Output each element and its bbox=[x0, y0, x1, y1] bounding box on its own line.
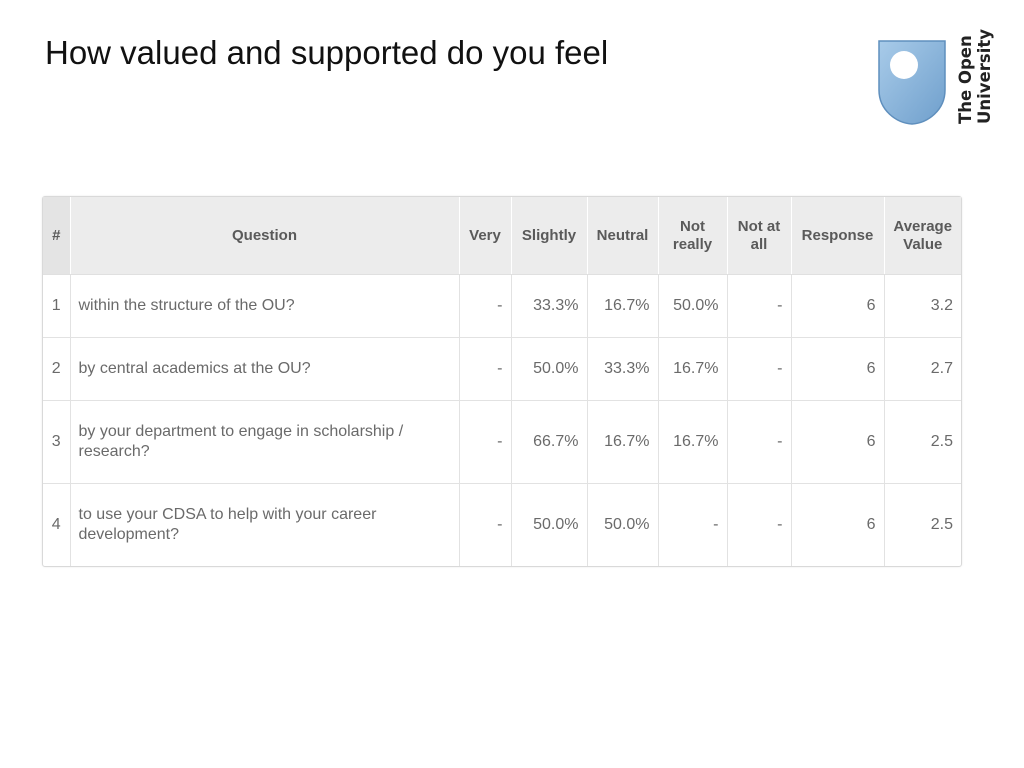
row-not-at-all: - bbox=[727, 274, 792, 338]
header-neutral: Neutral bbox=[587, 197, 659, 275]
row-response: 6 bbox=[791, 400, 885, 484]
row-neutral: 33.3% bbox=[587, 337, 659, 401]
row-very: - bbox=[459, 400, 512, 484]
row-slightly: 50.0% bbox=[511, 337, 588, 401]
header-not-at-all-line2: all bbox=[750, 235, 768, 253]
row-not-at-all: - bbox=[727, 337, 792, 401]
table-header-row: # Question Very Slightly Neutral Not real… bbox=[43, 197, 961, 275]
row-slightly: 50.0% bbox=[511, 483, 588, 566]
shield-icon bbox=[878, 40, 946, 125]
row-slightly: 33.3% bbox=[511, 274, 588, 338]
header-slightly: Slightly bbox=[511, 197, 588, 275]
survey-table-container: # Question Very Slightly Neutral Not real… bbox=[42, 196, 962, 567]
header-not-at-all: Not at all bbox=[727, 197, 792, 275]
header-num: # bbox=[43, 197, 71, 275]
header-question: Question bbox=[70, 197, 460, 275]
header-not-at-all-line1: Not at bbox=[737, 217, 781, 235]
header-average-line2: Value bbox=[903, 235, 943, 253]
row-average: 3.2 bbox=[884, 274, 961, 338]
row-very: - bbox=[459, 274, 512, 338]
logo-line-1: The Open bbox=[956, 35, 975, 124]
row-average: 2.5 bbox=[884, 400, 961, 484]
row-neutral: 16.7% bbox=[587, 274, 659, 338]
row-slightly: 66.7% bbox=[511, 400, 588, 484]
row-number: 4 bbox=[43, 483, 71, 566]
row-question: within the structure of the OU? bbox=[70, 274, 460, 338]
row-number: 3 bbox=[43, 400, 71, 484]
header-average-value: Average Value bbox=[884, 197, 961, 275]
row-not-really: - bbox=[658, 483, 728, 566]
row-very: - bbox=[459, 483, 512, 566]
row-number: 2 bbox=[43, 337, 71, 401]
row-question: by your department to engage in scholars… bbox=[70, 400, 460, 484]
logo-wordmark: The Open University bbox=[956, 28, 994, 124]
table-row: 2 by central academics at the OU? - 50.0… bbox=[43, 337, 961, 401]
open-university-logo: The Open University bbox=[876, 29, 1001, 128]
row-response: 6 bbox=[791, 483, 885, 566]
row-not-at-all: - bbox=[727, 400, 792, 484]
header-very: Very bbox=[459, 197, 512, 275]
table-row: 1 within the structure of the OU? - 33.3… bbox=[43, 274, 961, 338]
row-average: 2.5 bbox=[930, 516, 953, 533]
header-response: Response bbox=[791, 197, 885, 275]
row-very: - bbox=[459, 337, 512, 401]
table-row: 4 to use your CDSA to help with your car… bbox=[43, 483, 961, 566]
row-question: to use your CDSA to help with your caree… bbox=[70, 483, 460, 566]
slide-title: How valued and supported do you feel bbox=[45, 34, 609, 71]
row-not-really: 16.7% bbox=[658, 337, 728, 401]
row-average: 2.7 bbox=[884, 337, 961, 401]
row-number: 1 bbox=[43, 274, 71, 338]
row-question: by central academics at the OU? bbox=[70, 337, 460, 401]
header-not-really-line1: Not bbox=[680, 217, 705, 235]
row-not-really: 50.0% bbox=[658, 274, 728, 338]
table-row: 3 by your department to engage in schola… bbox=[43, 400, 961, 484]
header-not-really-line2: really bbox=[672, 235, 713, 253]
row-response: 6 bbox=[791, 337, 885, 401]
header-average-line1: Average bbox=[893, 217, 953, 235]
survey-table: # Question Very Slightly Neutral Not real… bbox=[43, 197, 961, 566]
header-not-really: Not really bbox=[658, 197, 728, 275]
row-response: 6 bbox=[791, 274, 885, 338]
row-not-at-all: - bbox=[727, 483, 792, 566]
row-neutral: 50.0% bbox=[587, 483, 659, 566]
logo-line-2: University bbox=[975, 28, 994, 124]
row-not-really: 16.7% bbox=[658, 400, 728, 484]
row-neutral: 16.7% bbox=[587, 400, 659, 484]
